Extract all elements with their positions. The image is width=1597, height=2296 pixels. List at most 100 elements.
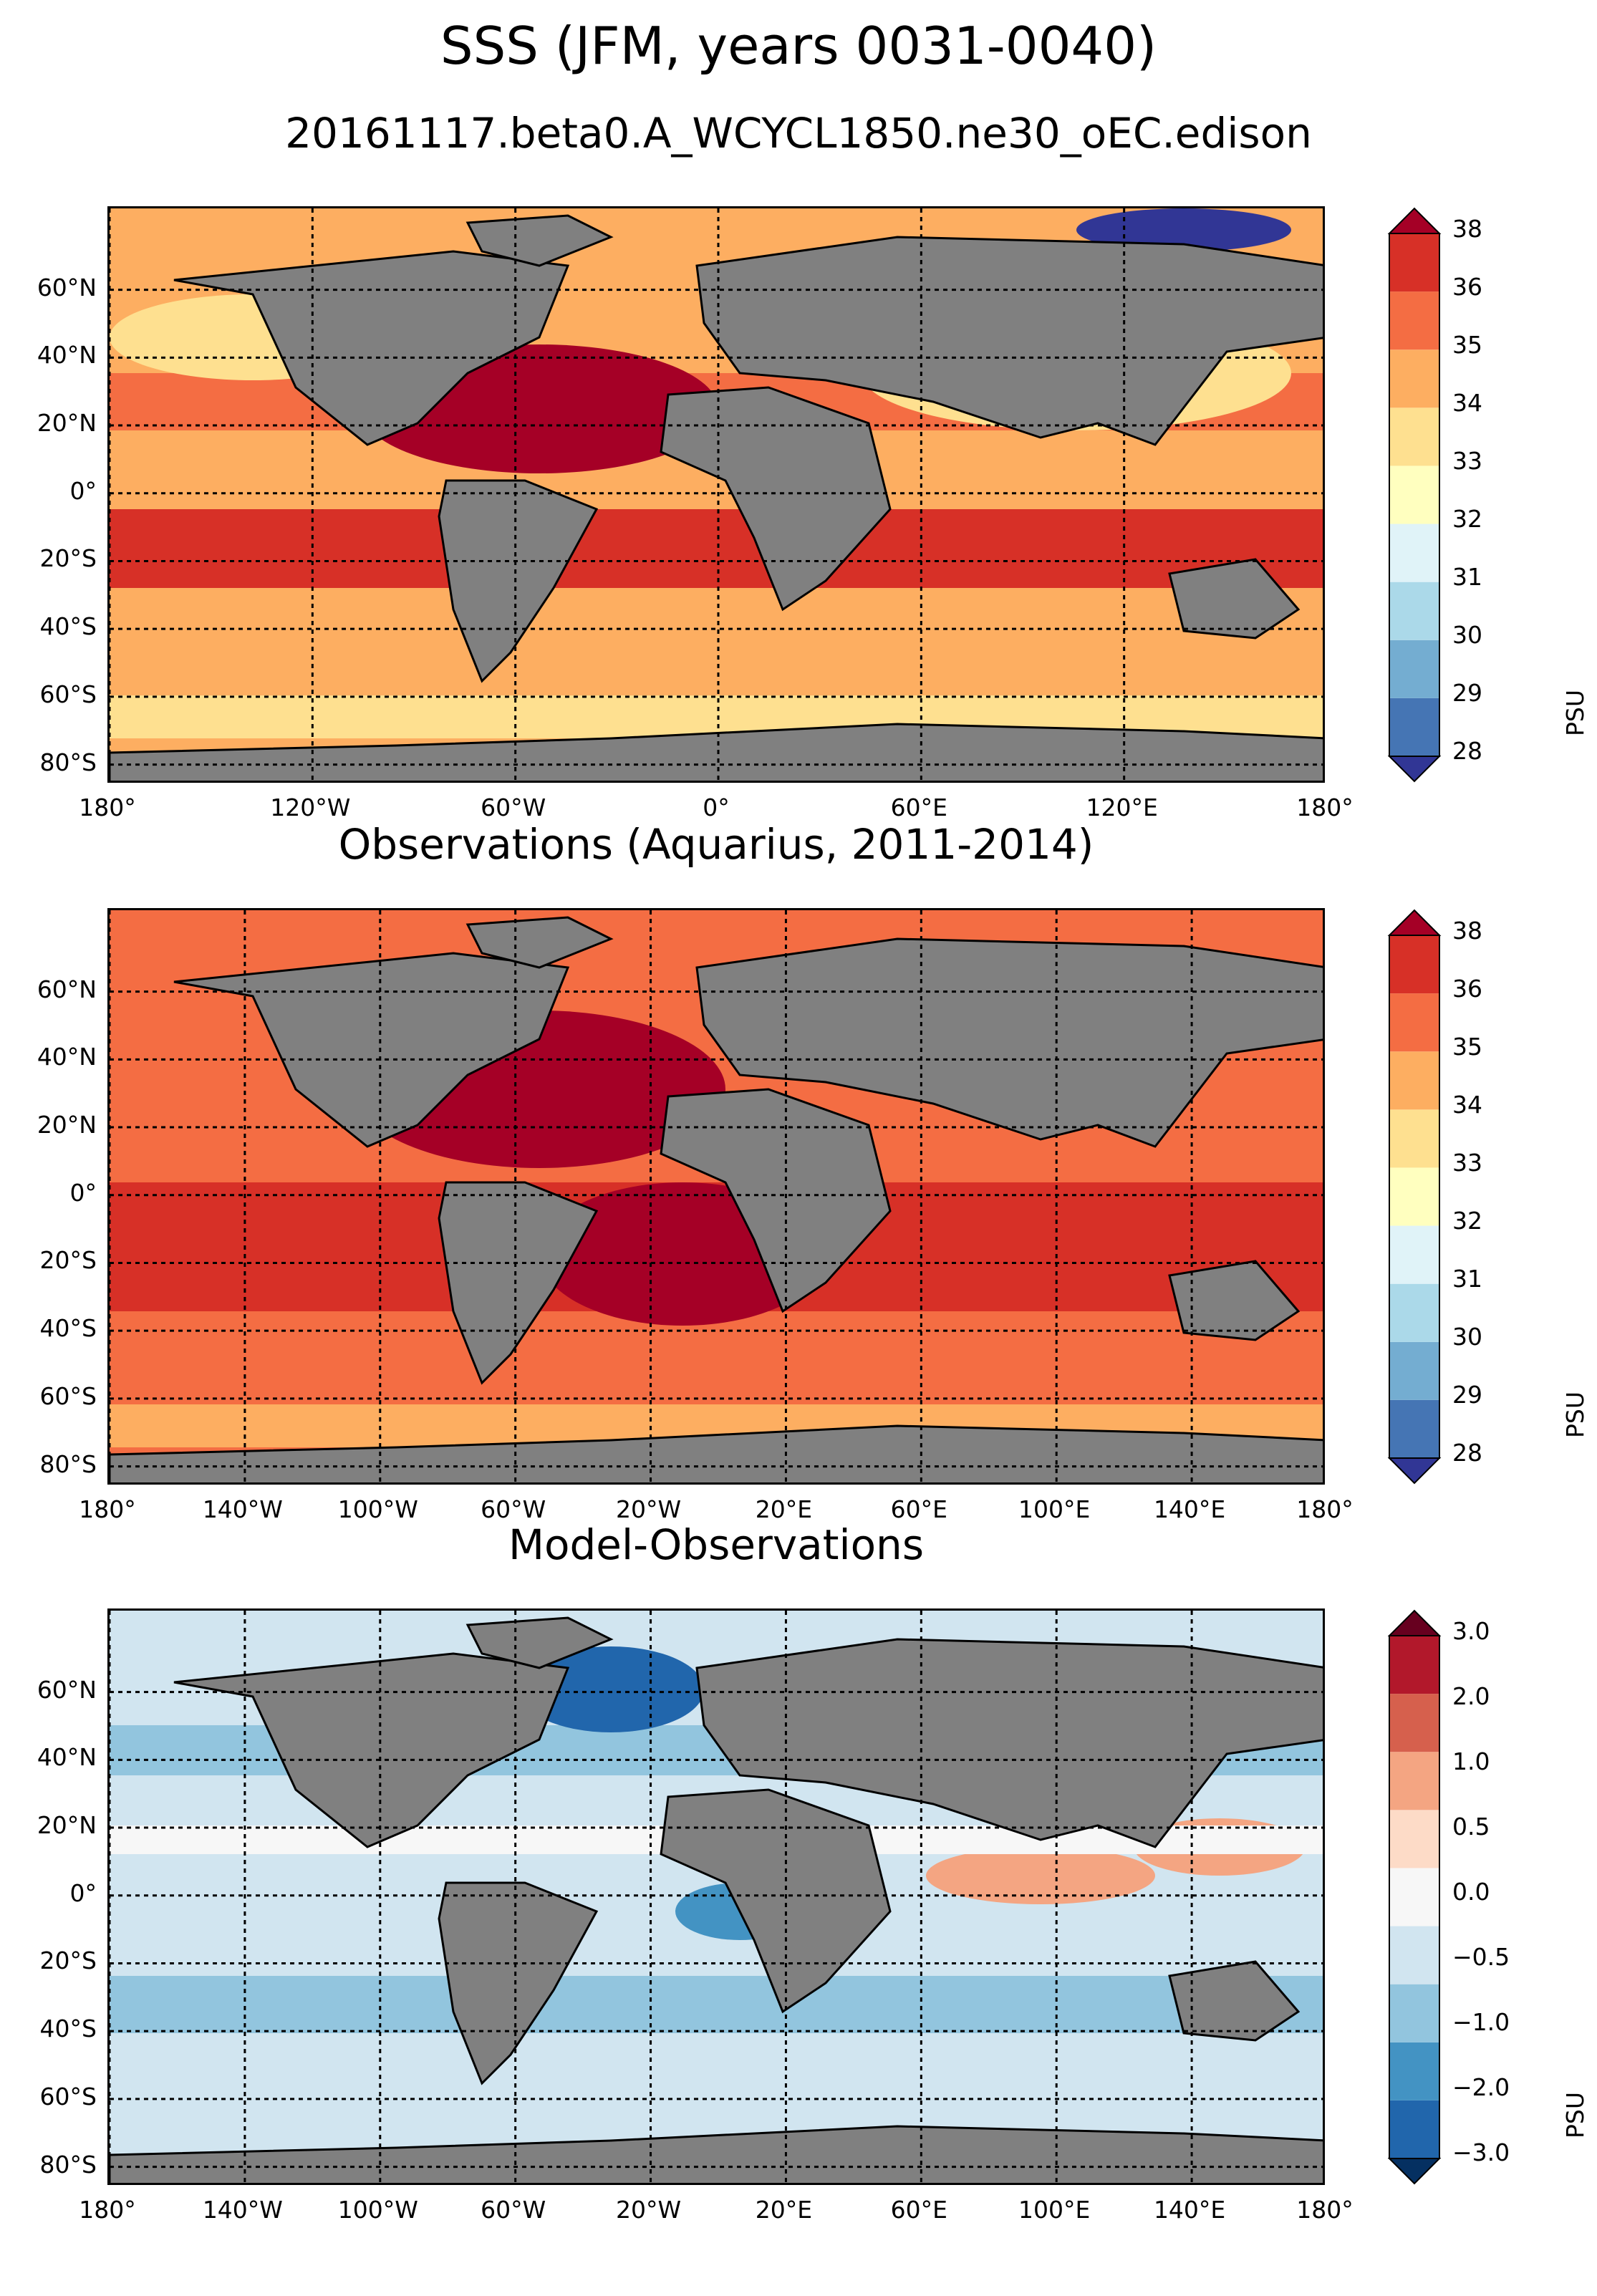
- cb-tick: 36: [1452, 273, 1482, 301]
- cb-tick: 31: [1452, 1265, 1482, 1293]
- colorbar-segment: [1389, 1636, 1439, 1694]
- eurasia: [695, 1638, 1323, 1848]
- greenland: [465, 214, 614, 267]
- map-plot-difference: [110, 1611, 1323, 2183]
- ocean-band-south-subtropics: [110, 509, 1323, 588]
- cb-tick: 32: [1452, 505, 1482, 533]
- map-plot-model: [110, 208, 1323, 781]
- lat-tick-label: 60°N: [37, 1675, 97, 1704]
- panel-difference: 3.0 2.0 1.0 0.5 0.0 −0.5 −1.0 −2.0 −3.0 …: [0, 1608, 1597, 2296]
- cb-tick: 38: [1452, 917, 1482, 945]
- lon-tick-label: 180°: [1296, 1495, 1354, 1523]
- lon-tick-label: 60°E: [890, 794, 947, 821]
- lat-tick-label: 20°N: [37, 1111, 97, 1139]
- colorbar-observations: [1386, 908, 1450, 1491]
- greenland: [465, 1616, 614, 1669]
- colorbar-segment: [1389, 524, 1439, 582]
- lat-tick-label: 60°S: [39, 680, 97, 708]
- lon-tick-label: 60°W: [481, 2196, 546, 2224]
- colorbar-segment: [1389, 582, 1439, 640]
- colorbar-segment: [1389, 1868, 1439, 1926]
- colorbar-segment: [1389, 291, 1439, 350]
- colorbar-label: PSU: [1561, 1391, 1589, 1438]
- eurasia: [695, 236, 1323, 446]
- lat-tick-label: 20°S: [39, 544, 97, 573]
- lon-tick-label: 100°W: [337, 1495, 418, 1523]
- cb-tick: 3.0: [1452, 1617, 1490, 1645]
- indian-ocean-salty-bias: [926, 1847, 1155, 1904]
- cb-tick: 36: [1452, 975, 1482, 1003]
- cb-tick: 32: [1452, 1207, 1482, 1235]
- lon-tick-label: 60°W: [481, 1495, 546, 1523]
- cb-tick: 28: [1452, 1439, 1482, 1467]
- africa: [660, 1088, 892, 1313]
- cb-tick: 33: [1452, 1149, 1482, 1177]
- lon-tick-label: 20°E: [755, 1495, 813, 1523]
- australia: [1168, 558, 1301, 640]
- lon-tick-label: 180°: [79, 1495, 136, 1523]
- colorbar-extend-min: [1387, 1457, 1442, 1485]
- lon-tick-label: 140°W: [202, 2196, 283, 2224]
- land-masses: [110, 916, 1323, 1482]
- lat-tick-label: 0°: [69, 476, 97, 505]
- lat-tick-label: 60°S: [39, 1381, 97, 1410]
- lon-tick-label: 20°W: [615, 1495, 682, 1523]
- lat-tick-label: 60°S: [39, 2082, 97, 2111]
- cb-tick: 34: [1452, 1091, 1482, 1119]
- lat-tick-label: 20°N: [37, 1811, 97, 1840]
- lat-tick-label: 40°N: [37, 1743, 97, 1772]
- lat-tick-label: 40°S: [39, 612, 97, 641]
- antarctica: [110, 723, 1323, 781]
- lon-tick-label: 0°: [703, 794, 730, 821]
- colorbar-segment: [1389, 349, 1439, 408]
- cb-tick: 38: [1452, 215, 1482, 243]
- lon-tick-label: 140°E: [1153, 1495, 1226, 1523]
- africa: [660, 1788, 892, 2014]
- lon-tick-label: 20°E: [755, 2196, 813, 2224]
- south-america: [438, 1881, 599, 2085]
- arctic-fresh: [1076, 208, 1291, 251]
- lat-tick-label: 80°S: [39, 2150, 97, 2179]
- lat-tick-label: 0°: [69, 1178, 97, 1207]
- eurasia: [695, 937, 1323, 1148]
- colorbar-extend-min: [1387, 2158, 1442, 2185]
- colorbar-segment: [1389, 935, 1439, 994]
- lon-tick-label: 140°E: [1153, 2196, 1226, 2224]
- colorbar-segment: [1389, 2042, 1439, 2100]
- colorbar-segment: [1389, 1283, 1439, 1342]
- lon-tick-label: 60°E: [890, 1495, 947, 1523]
- figure-subtitle: 20161117.beta0.A_WCYCL1850.ne30_oEC.edis…: [285, 109, 1312, 158]
- lon-tick-label: 120°W: [270, 794, 351, 821]
- panel-observations: 38 36 35 34 33 32 31 30 29 28 PSU 60°N 40…: [0, 908, 1597, 1596]
- cb-tick: 1.0: [1452, 1747, 1490, 1775]
- cb-tick: 30: [1452, 1323, 1482, 1351]
- map-observations: [107, 908, 1325, 1485]
- lat-tick-label: 40°S: [39, 1314, 97, 1343]
- cb-tick: 29: [1452, 1381, 1482, 1409]
- colorbar-model: [1386, 206, 1450, 789]
- colorbar-segment: [1389, 1399, 1439, 1458]
- lon-tick-label: 60°W: [481, 794, 546, 821]
- cb-tick: −1.0: [1452, 2008, 1510, 2036]
- lat-tick-label: 40°N: [37, 1043, 97, 1071]
- lon-tick-label: 120°E: [1086, 794, 1158, 821]
- land-masses: [110, 1616, 1323, 2183]
- colorbar-segment: [1389, 1051, 1439, 1110]
- cb-tick: 34: [1452, 389, 1482, 417]
- lon-tick-label: 140°W: [202, 1495, 283, 1523]
- lat-tick-label: 60°N: [37, 975, 97, 1003]
- lon-tick-label: 180°: [1296, 794, 1354, 821]
- colorbar-label: PSU: [1561, 2091, 1589, 2138]
- colorbar-segment: [1389, 1810, 1439, 1868]
- lon-tick-label: 20°W: [615, 2196, 682, 2224]
- lat-tick-label: 20°S: [39, 1246, 97, 1275]
- cb-tick: 35: [1452, 331, 1482, 359]
- colorbar-extend-max: [1387, 1609, 1442, 1636]
- panel-title-observations: Observations (Aquarius, 2011-2014): [338, 820, 1094, 869]
- colorbar-segment: [1389, 698, 1439, 756]
- figure-title: SSS (JFM, years 0031-0040): [440, 16, 1157, 76]
- lon-tick-label: 60°E: [890, 2196, 947, 2224]
- south-band: [110, 1976, 1323, 2033]
- lon-tick-label: 180°: [1296, 2196, 1354, 2224]
- lat-tick-label: 20°S: [39, 1947, 97, 1975]
